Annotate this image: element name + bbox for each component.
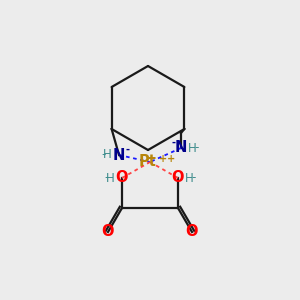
Text: -: -	[125, 145, 129, 155]
Text: H: H	[103, 148, 112, 161]
Text: H: H	[106, 172, 115, 184]
Text: N: N	[113, 148, 125, 163]
Text: O: O	[186, 224, 198, 239]
Text: O: O	[116, 170, 128, 185]
Text: N: N	[175, 140, 187, 155]
Text: H: H	[185, 172, 194, 184]
Text: Pt: Pt	[139, 154, 157, 169]
Text: O: O	[102, 224, 114, 239]
Text: -: -	[194, 142, 198, 154]
Text: -: -	[102, 148, 106, 161]
Text: ++: ++	[159, 154, 175, 164]
Text: -: -	[105, 172, 109, 184]
Text: -: -	[171, 138, 175, 148]
Text: O: O	[172, 170, 184, 185]
Text: H: H	[188, 142, 197, 154]
Text: -: -	[191, 172, 195, 184]
